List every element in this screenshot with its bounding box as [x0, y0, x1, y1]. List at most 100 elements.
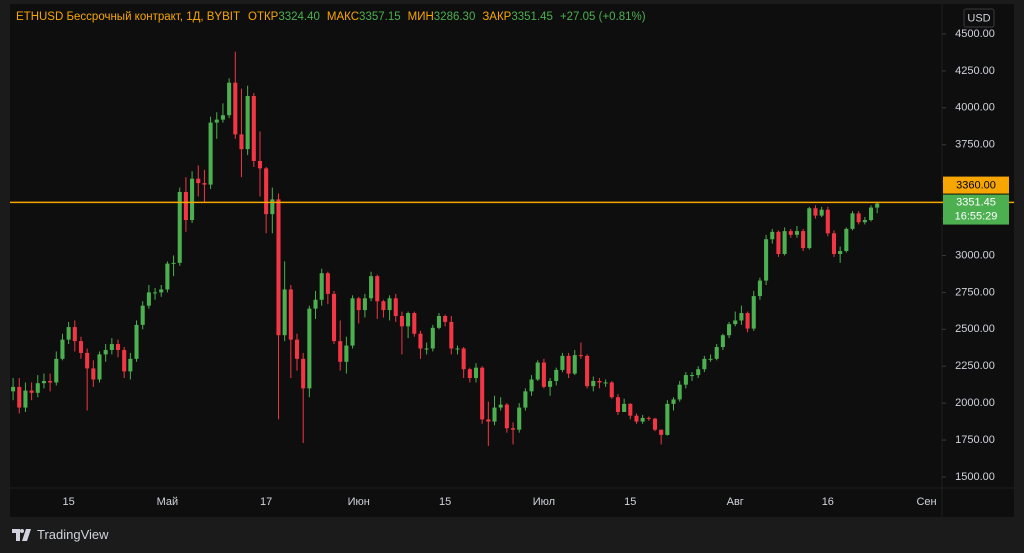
candle-body: [807, 208, 812, 249]
candle-body: [659, 429, 664, 435]
currency-box[interactable]: [963, 8, 995, 28]
candle-body: [825, 209, 830, 234]
candle-body: [362, 298, 367, 311]
candle-body: [535, 362, 540, 380]
candle-body: [270, 199, 275, 215]
candle-body: [66, 327, 71, 340]
candle-body: [313, 299, 318, 309]
currency: USD: [967, 12, 990, 24]
candle-body: [325, 273, 330, 294]
candle-body: [831, 233, 837, 254]
candle-body: [264, 168, 269, 215]
candle-body: [257, 160, 263, 169]
candle-body: [251, 96, 256, 161]
candle-body: [430, 327, 435, 349]
candle-body: [529, 379, 534, 392]
ohlc-label: ЗАКР: [482, 11, 512, 23]
candle-body: [480, 367, 485, 420]
candle-body: [782, 231, 787, 254]
candle-body: [202, 183, 207, 185]
x-tick-label: Июл: [533, 496, 555, 508]
candle-body: [97, 354, 102, 380]
candle-body: [183, 191, 188, 221]
candle-body: [609, 382, 614, 398]
candle-body: [708, 358, 713, 360]
y-tick-label: 3000.00: [955, 249, 995, 261]
candle-body: [727, 324, 732, 336]
candle-body: [17, 386, 22, 408]
candle-body: [338, 341, 343, 362]
candle-body: [868, 207, 874, 221]
candle-body: [103, 349, 108, 355]
candle-body: [233, 82, 238, 135]
x-tick-label: Май: [157, 496, 179, 508]
candle-body: [91, 368, 96, 380]
candle-body: [517, 407, 522, 430]
candle-body: [720, 335, 725, 348]
candle-body: [689, 375, 695, 377]
ohlc-value: 3357.15: [359, 11, 401, 23]
candle-body: [356, 298, 361, 311]
candle-body: [640, 417, 645, 422]
candle-body: [683, 375, 688, 385]
candle-body: [307, 308, 312, 389]
ohlc-label: ОТКР: [248, 11, 279, 23]
candle-body: [510, 428, 516, 430]
candle-body: [615, 397, 620, 412]
candle-body: [35, 383, 40, 393]
candle-body: [461, 348, 466, 370]
candle-body: [412, 313, 417, 334]
candle-body: [498, 404, 503, 408]
symbol-title: ETHUSD Бессрочный контракт, 1Д, BYBIT: [16, 11, 240, 23]
candle-body: [702, 358, 707, 370]
candle-body: [153, 292, 158, 294]
candle-body: [862, 220, 867, 223]
candle-body: [844, 228, 849, 252]
candle-body: [406, 313, 411, 327]
candle-body: [597, 380, 602, 383]
candle-body: [813, 208, 818, 216]
level-box: [943, 176, 1009, 194]
candle-body: [541, 362, 546, 387]
x-tick-label: 15: [624, 496, 636, 508]
candle-body: [591, 380, 596, 387]
candle-body: [109, 344, 114, 350]
candle-body: [227, 82, 232, 116]
countdown: 16:55:29: [955, 210, 998, 222]
candle-body: [239, 134, 244, 150]
x-tick-label: 15: [63, 496, 75, 508]
candle-body: [220, 115, 225, 120]
candle-body: [375, 276, 380, 302]
candle-body: [455, 348, 460, 350]
candle-body: [819, 209, 824, 216]
x-tick-label: 15: [439, 496, 451, 508]
candle-body: [652, 418, 658, 430]
candle-body: [801, 231, 806, 249]
ohlc-value: 3286.30: [433, 11, 476, 23]
brand-name: TradingView: [37, 527, 109, 542]
brand[interactable]: TradingView: [12, 527, 109, 542]
candle-body: [628, 403, 633, 416]
candle-body: [41, 380, 46, 384]
x-tick-label: Сен: [916, 496, 936, 508]
y-tick-label: 1750.00: [955, 434, 995, 446]
candle-body: [171, 262, 176, 264]
candle-body: [714, 347, 719, 359]
candle-body: [165, 263, 170, 290]
candle-body: [78, 341, 84, 353]
x-tick-label: Июн: [348, 496, 370, 508]
candle-body: [54, 358, 59, 383]
candle-body: [548, 380, 553, 387]
candle-body: [85, 352, 90, 369]
candle-body: [128, 358, 133, 372]
y-tick-label: 4500.00: [955, 28, 995, 40]
candle-body: [646, 417, 651, 419]
y-tick-label: 2250.00: [955, 360, 995, 372]
ohlc-value: 3324.40: [278, 11, 320, 23]
candle-body: [369, 276, 374, 299]
candle-body: [48, 380, 53, 383]
candle-body: [282, 289, 287, 336]
candle-body: [751, 296, 756, 329]
